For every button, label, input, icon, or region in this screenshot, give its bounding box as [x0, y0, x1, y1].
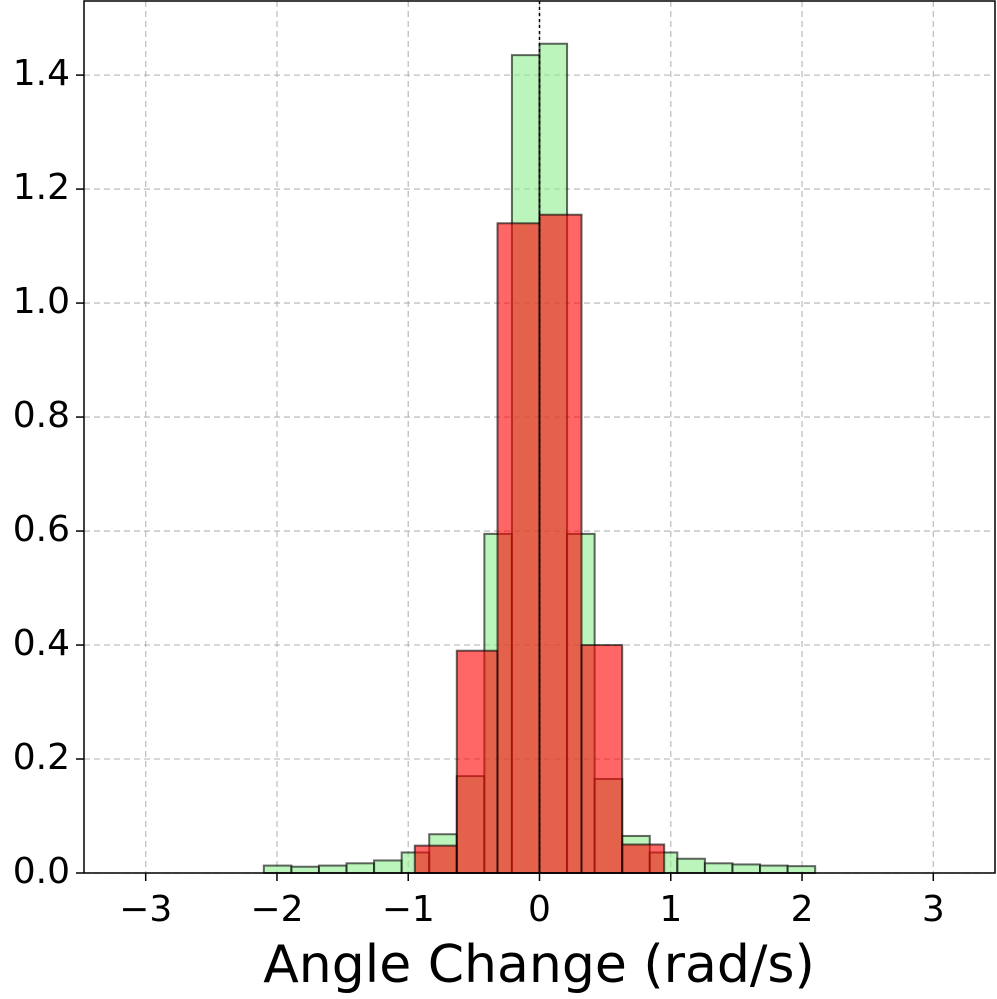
histogram-bar [413, 844, 458, 874]
x-tick-label: −2 [250, 889, 303, 930]
x-tick-label: −3 [119, 889, 172, 930]
histogram-bar [262, 864, 293, 874]
histogram-bar [290, 865, 320, 874]
y-tick-label: 0.0 [13, 851, 70, 892]
y-tick-label: 0.2 [13, 737, 70, 778]
plot-frame [83, 0, 996, 874]
y-tick-label: 0.6 [13, 509, 70, 550]
histogram-bar [731, 863, 762, 875]
y-tick-label: 0.8 [13, 395, 70, 436]
x-tick-label: 3 [922, 889, 945, 930]
histogram-bar [317, 864, 348, 874]
histogram-bar [676, 857, 706, 875]
y-tick-label: 1.4 [13, 53, 70, 94]
x-tick-label: 2 [791, 889, 814, 930]
histogram-bar [345, 862, 376, 874]
x-tick-label: 1 [659, 889, 682, 930]
histogram-bar [538, 213, 583, 875]
x-tick-label: −1 [382, 889, 435, 930]
x-axis-label: Angle Change (rad/s) [263, 935, 815, 995]
histogram-bar [496, 222, 541, 874]
histogram-bar [455, 649, 499, 874]
histogram-bar [621, 843, 666, 875]
y-tick-label: 1.0 [13, 281, 70, 322]
histogram-bar [786, 865, 817, 874]
y-tick-label: 0.4 [13, 623, 70, 664]
histogram-bar [580, 644, 624, 874]
histogram-bar [759, 864, 789, 874]
y-tick-label: 1.2 [13, 167, 70, 208]
histogram-bar [703, 862, 734, 874]
x-tick-label: 0 [528, 889, 551, 930]
histogram-bar [373, 859, 403, 874]
